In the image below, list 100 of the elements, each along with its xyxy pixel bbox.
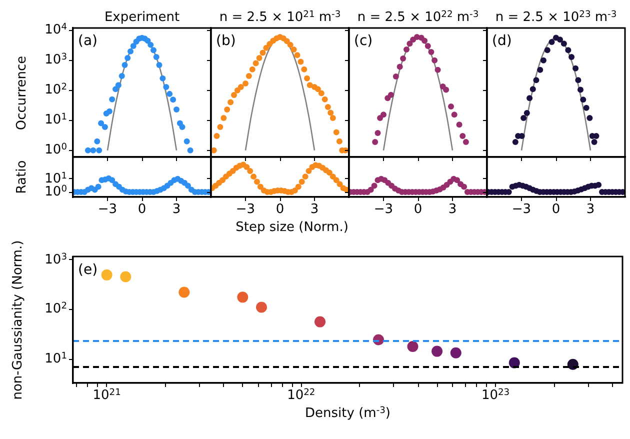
x-tick-label: −3 bbox=[374, 202, 394, 217]
point bbox=[109, 96, 116, 102]
point bbox=[424, 43, 431, 50]
point bbox=[185, 182, 191, 189]
point bbox=[451, 112, 458, 118]
x-axis-title: Density (m$^{-3}$) bbox=[305, 406, 390, 421]
x-tick-label: −3 bbox=[512, 202, 532, 217]
x-tick-label: 0 bbox=[552, 202, 560, 217]
point bbox=[96, 147, 102, 154]
point bbox=[540, 57, 546, 64]
point bbox=[153, 54, 160, 60]
point bbox=[252, 60, 259, 66]
point bbox=[422, 38, 428, 44]
point bbox=[263, 44, 270, 51]
point bbox=[224, 106, 230, 113]
point bbox=[187, 147, 194, 154]
point bbox=[287, 42, 294, 48]
point bbox=[326, 170, 332, 176]
annotation: (a) bbox=[78, 33, 98, 49]
point bbox=[150, 47, 156, 54]
point bbox=[583, 104, 590, 111]
point bbox=[454, 177, 460, 184]
point bbox=[371, 182, 378, 189]
point bbox=[575, 77, 582, 84]
point bbox=[254, 178, 260, 185]
point bbox=[432, 57, 438, 64]
point bbox=[109, 177, 116, 184]
point bbox=[596, 182, 602, 188]
point bbox=[156, 62, 162, 68]
point bbox=[380, 112, 386, 118]
point bbox=[322, 96, 328, 102]
point bbox=[106, 108, 112, 114]
point bbox=[217, 124, 224, 130]
point bbox=[462, 138, 469, 145]
x-tick-label: 3 bbox=[448, 202, 457, 217]
chart-title: n = 2.5 × 10$^{23}$ m$^{-3}$ bbox=[495, 10, 617, 25]
point bbox=[443, 86, 450, 93]
point bbox=[115, 82, 122, 88]
annotation: (d) bbox=[492, 33, 512, 49]
chart-title: n = 2.5 × 10$^{22}$ m$^{-3}$ bbox=[357, 10, 479, 25]
point bbox=[247, 168, 254, 174]
point bbox=[220, 177, 226, 184]
point bbox=[294, 52, 300, 58]
point bbox=[314, 86, 321, 92]
chart-title: n = 2.5 × 10$^{21}$ m$^{-3}$ bbox=[219, 10, 341, 25]
point bbox=[298, 178, 305, 185]
y-tick-label: 10$^{4}$ bbox=[44, 22, 67, 38]
point bbox=[456, 122, 462, 128]
point bbox=[214, 133, 220, 140]
point bbox=[572, 65, 579, 72]
point bbox=[292, 188, 298, 194]
point bbox=[372, 138, 378, 145]
y-tick-label: 10$^{3}$ bbox=[44, 252, 67, 268]
point bbox=[333, 129, 340, 136]
point bbox=[231, 92, 237, 98]
annotation: (b) bbox=[216, 33, 236, 49]
point bbox=[577, 86, 584, 93]
point bbox=[112, 86, 119, 92]
x-tick-label: 0 bbox=[138, 202, 146, 217]
point bbox=[448, 103, 454, 110]
point bbox=[428, 49, 434, 56]
annotation: (c) bbox=[354, 33, 373, 49]
point bbox=[406, 40, 413, 47]
y-tick-label: 10$^{2}$ bbox=[44, 82, 67, 98]
point bbox=[374, 130, 381, 136]
x-tick-label: −3 bbox=[236, 202, 256, 217]
point bbox=[580, 96, 586, 103]
point bbox=[128, 48, 134, 54]
point bbox=[530, 86, 536, 92]
point bbox=[388, 92, 394, 98]
x-tick-label: 3 bbox=[586, 202, 595, 217]
point bbox=[333, 177, 340, 184]
point bbox=[400, 56, 406, 62]
point bbox=[290, 46, 297, 53]
point bbox=[336, 138, 342, 144]
point bbox=[302, 174, 308, 180]
y-tick-label: 10$^{1}$ bbox=[44, 112, 67, 128]
point bbox=[328, 110, 334, 116]
point bbox=[318, 90, 324, 96]
point bbox=[565, 47, 572, 54]
point bbox=[330, 174, 336, 180]
point bbox=[306, 168, 312, 174]
point bbox=[166, 90, 173, 97]
point bbox=[560, 40, 567, 47]
point bbox=[524, 110, 530, 116]
point bbox=[163, 84, 170, 90]
point bbox=[284, 38, 290, 44]
point bbox=[460, 133, 466, 140]
x-tick-label: 10$^{23}$ bbox=[481, 388, 510, 403]
point bbox=[586, 114, 593, 121]
point bbox=[95, 184, 102, 190]
point bbox=[298, 58, 304, 65]
y-axis-title: Occurrence bbox=[14, 55, 30, 130]
x-tick-label: 10$^{21}$ bbox=[92, 388, 121, 403]
point bbox=[396, 64, 403, 70]
point bbox=[174, 106, 180, 113]
point bbox=[170, 96, 176, 103]
point bbox=[336, 181, 343, 188]
point bbox=[184, 138, 190, 144]
point bbox=[257, 184, 264, 190]
